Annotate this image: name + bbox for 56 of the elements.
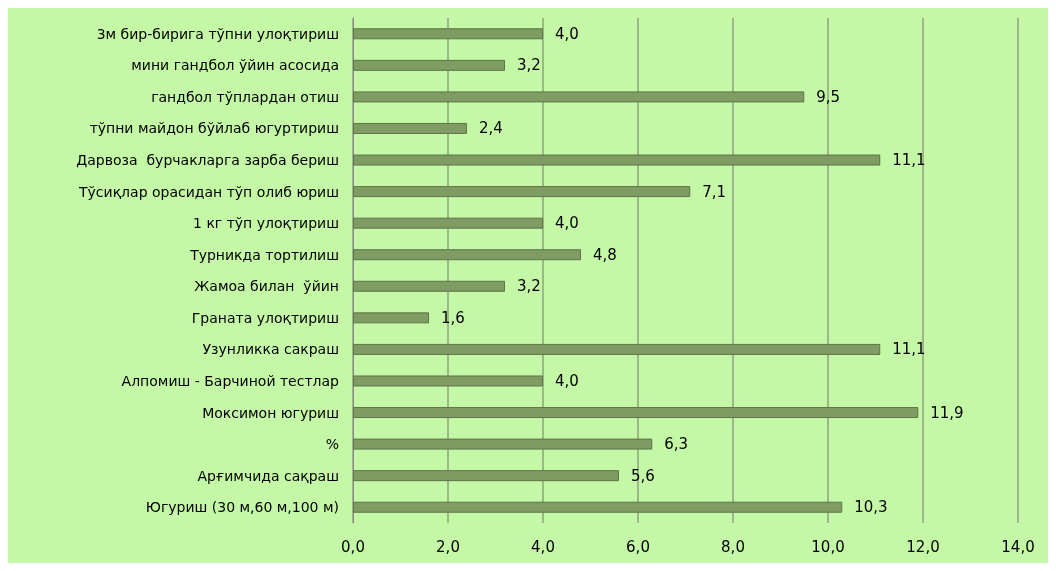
data-label: 10,3	[854, 498, 888, 517]
y-tick-label: мини гандбол ўйин асосида	[131, 57, 339, 74]
data-label: 5,6	[631, 466, 655, 485]
data-label: 4,0	[555, 371, 579, 390]
y-tick-label: тўпни майдон бўйлаб югуртириш	[89, 120, 339, 137]
data-label: 3,2	[517, 277, 541, 296]
bar	[353, 122, 467, 134]
x-tick-label: 0,0	[341, 537, 365, 556]
y-tick-label: гандбол тўплардан отиш	[151, 88, 339, 105]
data-label: 2,4	[479, 119, 503, 138]
data-label: 4,8	[593, 245, 617, 264]
y-tick-label: Моксимон югуриш	[202, 404, 339, 421]
y-tick-label: Жамоа билан ўйин	[194, 278, 339, 295]
bar	[353, 438, 653, 450]
bar	[353, 407, 919, 419]
bar	[353, 249, 581, 261]
x-tick-label: 4,0	[531, 537, 555, 556]
bar	[353, 312, 429, 324]
bar	[353, 154, 881, 166]
x-tick-label: 8,0	[721, 537, 745, 556]
y-tick-label: Турникда тортилиш	[189, 246, 339, 263]
y-tick-label: 1 кг тўп улоқтириш	[193, 215, 339, 232]
bar	[353, 343, 881, 355]
bar	[353, 91, 805, 103]
y-tick-label: Граната улоқтириш	[191, 309, 339, 326]
bar	[353, 375, 543, 387]
bar	[353, 280, 505, 292]
bar	[353, 217, 543, 229]
bar	[353, 59, 505, 71]
data-label: 11,1	[892, 151, 926, 170]
bar	[353, 501, 843, 513]
data-label: 11,1	[892, 340, 926, 359]
x-tick-label: 6,0	[626, 537, 650, 556]
y-tick-label: %	[325, 436, 339, 453]
bar	[353, 470, 619, 482]
y-tick-label: Тўсиқлар орасидан тўп олиб юриш	[78, 183, 339, 200]
y-tick-label: 3м бир-бирига тўпни улоқтириш	[96, 25, 339, 42]
x-tick-label: 12,0	[906, 537, 940, 556]
y-tick-label: Дарвоза бурчакларга зарба бериш	[76, 152, 339, 169]
data-label: 4,0	[555, 214, 579, 233]
y-tick-label: Арғимчида сақраш	[197, 467, 339, 484]
data-label: 3,2	[517, 56, 541, 75]
x-tick-label: 10,0	[811, 537, 845, 556]
data-label: 7,1	[702, 182, 727, 201]
data-label: 1,6	[441, 308, 465, 327]
data-label: 9,5	[816, 87, 841, 106]
data-label: 4,0	[555, 24, 579, 43]
y-tick-label: Узунликка сакраш	[202, 341, 339, 358]
x-tick-label: 14,0	[1001, 537, 1035, 556]
data-label: 6,3	[664, 435, 689, 454]
y-tick-label: Алпомиш - Барчиной тестлар	[121, 372, 340, 389]
bar	[353, 28, 543, 40]
y-tick-label: Югуриш (30 м,60 м,100 м)	[145, 499, 339, 516]
data-label: 11,9	[930, 403, 964, 422]
bar	[353, 186, 691, 198]
x-tick-label: 2,0	[436, 537, 460, 556]
